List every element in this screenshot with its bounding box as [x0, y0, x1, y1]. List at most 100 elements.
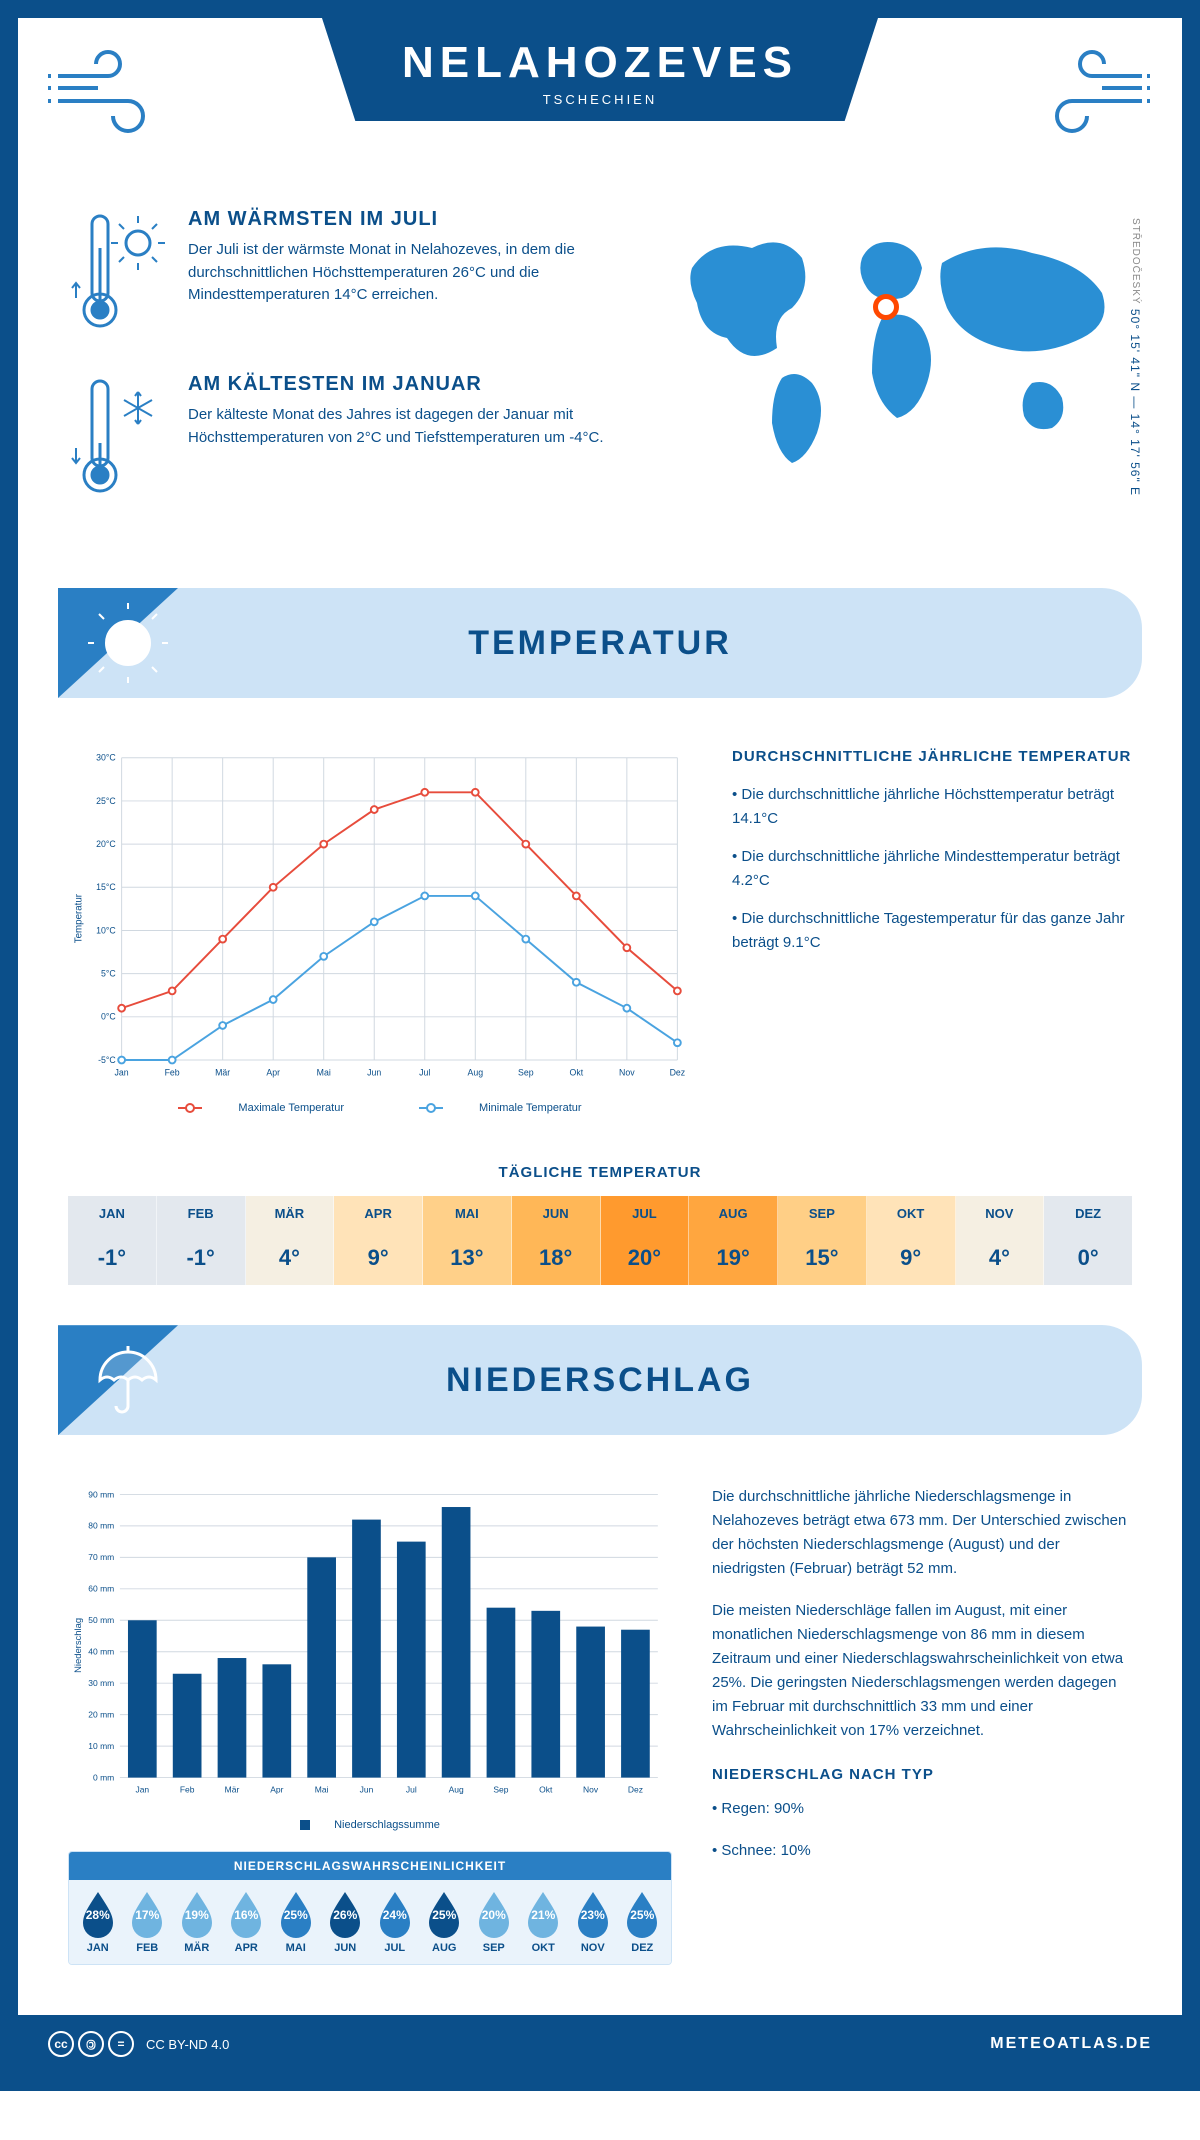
daily-temp-title: TÄGLICHE TEMPERATUR — [18, 1164, 1182, 1181]
prob-cell: 24%JUL — [370, 1890, 420, 1954]
svg-text:Jan: Jan — [135, 1785, 149, 1795]
temp-cell: OKT9° — [867, 1196, 956, 1285]
footer: cc🄯= CC BY-ND 4.0 METEOATLAS.DE — [18, 2015, 1182, 2073]
site-name: METEOATLAS.DE — [990, 2035, 1152, 2053]
svg-text:80 mm: 80 mm — [88, 1521, 114, 1531]
svg-text:Niederschlag: Niederschlag — [72, 1618, 83, 1673]
svg-text:-5°C: -5°C — [98, 1055, 116, 1065]
svg-text:Mai: Mai — [315, 1785, 329, 1795]
raindrop-icon: 26% — [326, 1890, 364, 1938]
svg-text:Feb: Feb — [180, 1785, 195, 1795]
precip-type2: • Schnee: 10% — [712, 1839, 1132, 1863]
svg-text:10 mm: 10 mm — [88, 1741, 114, 1751]
daily-temp-strip: JAN-1°FEB-1°MÄR4°APR9°MAI13°JUN18°JUL20°… — [68, 1196, 1132, 1285]
prob-title: NIEDERSCHLAGSWAHRSCHEINLICHKEIT — [69, 1852, 671, 1880]
svg-text:30 mm: 30 mm — [88, 1678, 114, 1688]
precip-p2: Die meisten Niederschläge fallen im Augu… — [712, 1599, 1132, 1743]
svg-text:30°C: 30°C — [96, 753, 116, 763]
fact-warmest: AM WÄRMSTEN IM JULI Der Juli ist der wär… — [68, 208, 622, 343]
temp-cell: APR9° — [334, 1196, 423, 1285]
svg-text:90 mm: 90 mm — [88, 1490, 114, 1500]
svg-text:Feb: Feb — [165, 1068, 180, 1078]
fact-warm-body: Der Juli ist der wärmste Monat in Nelaho… — [188, 239, 622, 307]
section-header-temperature: TEMPERATUR — [58, 588, 1142, 698]
prob-cell: 25%AUG — [420, 1890, 470, 1954]
svg-text:Aug: Aug — [449, 1785, 464, 1795]
svg-text:5°C: 5°C — [101, 969, 116, 979]
svg-text:50 mm: 50 mm — [88, 1615, 114, 1625]
prob-cell: 23%NOV — [568, 1890, 618, 1954]
svg-text:Jul: Jul — [406, 1785, 417, 1795]
header: NELAHOZEVES TSCHECHIEN — [18, 18, 1182, 198]
intro-row: AM WÄRMSTEN IM JULI Der Juli ist der wär… — [18, 198, 1182, 568]
title-banner: NELAHOZEVES TSCHECHIEN — [322, 18, 878, 121]
page-subtitle: TSCHECHIEN — [402, 92, 798, 107]
raindrop-icon: 20% — [475, 1890, 513, 1938]
svg-text:60 mm: 60 mm — [88, 1584, 114, 1594]
sun-icon — [88, 603, 168, 688]
temp-cell: JUL20° — [601, 1196, 690, 1285]
fact-coldest: AM KÄLTESTEN IM JANUAR Der kälteste Mona… — [68, 373, 622, 508]
world-map: STŘEDOČESKÝ 50° 15' 41" N — 14° 17' 56" … — [652, 208, 1132, 538]
raindrop-icon: 28% — [79, 1890, 117, 1938]
thermometer-snow-icon — [68, 373, 168, 508]
svg-text:Mär: Mär — [215, 1068, 230, 1078]
raindrop-icon: 17% — [128, 1890, 166, 1938]
coords-label: 50° 15' 41" N — 14° 17' 56" E — [1128, 309, 1142, 496]
svg-text:Jun: Jun — [367, 1068, 381, 1078]
svg-text:0 mm: 0 mm — [93, 1773, 114, 1783]
temp-cell: MAI13° — [423, 1196, 512, 1285]
svg-text:Sep: Sep — [518, 1068, 534, 1078]
svg-text:40 mm: 40 mm — [88, 1647, 114, 1657]
precipitation-summary: Die durchschnittliche jährliche Niedersc… — [712, 1485, 1132, 1965]
svg-text:Temperatur: Temperatur — [74, 893, 85, 943]
chart-legend: Maximale Temperatur Minimale Temperatur — [68, 1102, 692, 1114]
svg-text:Nov: Nov — [583, 1785, 599, 1795]
prob-cell: 19%MÄR — [172, 1890, 222, 1954]
svg-text:Apr: Apr — [266, 1068, 280, 1078]
temp-cell: NOV4° — [956, 1196, 1045, 1285]
raindrop-icon: 25% — [623, 1890, 661, 1938]
svg-text:20°C: 20°C — [96, 839, 116, 849]
temp-cell: AUG19° — [689, 1196, 778, 1285]
svg-text:Aug: Aug — [467, 1068, 483, 1078]
prob-cell: 16%APR — [222, 1890, 272, 1954]
prob-cell: 26%JUN — [321, 1890, 371, 1954]
chart-legend: Niederschlagssumme — [68, 1819, 672, 1831]
precip-type-title: NIEDERSCHLAG NACH TYP — [712, 1763, 1132, 1787]
precip-type1: • Regen: 90% — [712, 1797, 1132, 1821]
section-title: TEMPERATUR — [468, 624, 732, 663]
temperature-line-chart: -5°C0°C5°C10°C15°C20°C25°C30°CJanFebMärA… — [68, 748, 692, 1114]
precipitation-bar-chart: 0 mm10 mm20 mm30 mm40 mm50 mm60 mm70 mm8… — [68, 1485, 672, 1965]
raindrop-icon: 16% — [227, 1890, 265, 1938]
raindrop-icon: 23% — [574, 1890, 612, 1938]
raindrop-icon: 21% — [524, 1890, 562, 1938]
fact-cold-body: Der kälteste Monat des Jahres ist dagege… — [188, 404, 622, 449]
location-marker-icon — [873, 294, 899, 320]
prob-cell: 20%SEP — [469, 1890, 519, 1954]
temp-cell: SEP15° — [778, 1196, 867, 1285]
svg-text:20 mm: 20 mm — [88, 1710, 114, 1720]
temp-side-p2: • Die durchschnittliche jährliche Mindes… — [732, 845, 1132, 893]
svg-text:Dez: Dez — [670, 1068, 686, 1078]
section-header-precipitation: NIEDERSCHLAG — [58, 1325, 1142, 1435]
svg-text:Jun: Jun — [360, 1785, 374, 1795]
prob-cell: 25%DEZ — [618, 1890, 668, 1954]
temp-cell: JUN18° — [512, 1196, 601, 1285]
temp-side-p1: • Die durchschnittliche jährliche Höchst… — [732, 783, 1132, 831]
temp-cell: MÄR4° — [246, 1196, 335, 1285]
svg-text:Okt: Okt — [570, 1068, 584, 1078]
svg-text:Mai: Mai — [317, 1068, 331, 1078]
prob-cell: 28%JAN — [73, 1890, 123, 1954]
temp-cell: FEB-1° — [157, 1196, 246, 1285]
svg-text:15°C: 15°C — [96, 882, 116, 892]
section-title: NIEDERSCHLAG — [446, 1361, 754, 1400]
cc-license-icon: cc🄯= — [48, 2031, 134, 2057]
raindrop-icon: 24% — [376, 1890, 414, 1938]
svg-text:10°C: 10°C — [96, 925, 116, 935]
svg-text:Okt: Okt — [539, 1785, 553, 1795]
svg-text:25°C: 25°C — [96, 796, 116, 806]
fact-cold-title: AM KÄLTESTEN IM JANUAR — [188, 373, 622, 396]
prob-cell: 21%OKT — [519, 1890, 569, 1954]
raindrop-icon: 25% — [425, 1890, 463, 1938]
